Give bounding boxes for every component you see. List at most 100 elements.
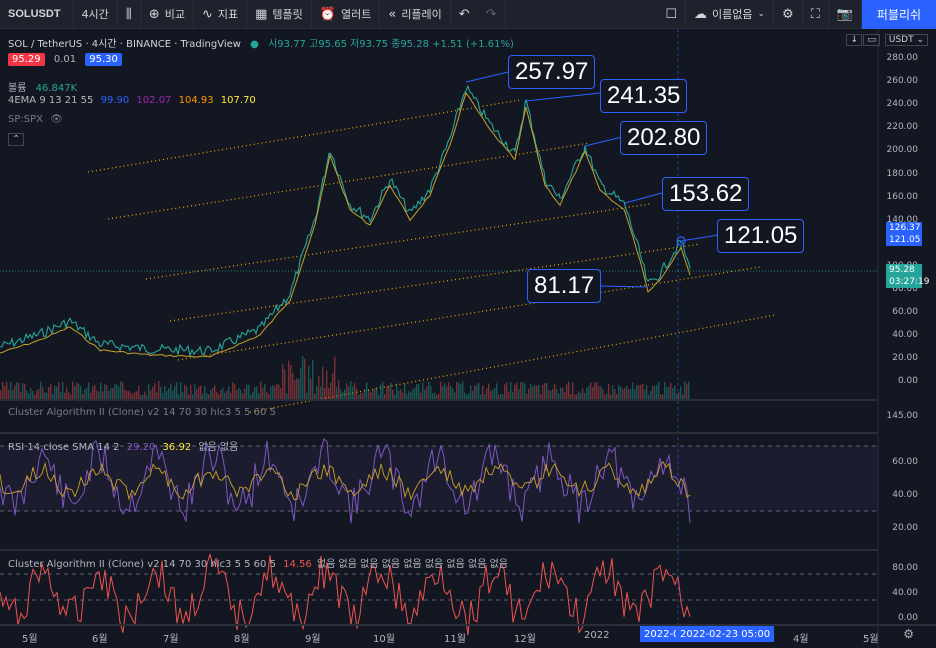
volume-bar: [666, 387, 668, 399]
volume-bar: [518, 389, 520, 399]
compare-button[interactable]: ⊕ 비교: [141, 0, 194, 29]
indicators-label: 지표: [217, 8, 239, 21]
volume-bar: [30, 387, 32, 399]
volume-bar: [582, 388, 584, 399]
volume-bar: [314, 393, 316, 399]
volume-bar: [194, 384, 196, 399]
volume-bar: [98, 391, 100, 399]
volume-bar: [172, 390, 174, 399]
volume-bar: [288, 360, 290, 399]
callout-257[interactable]: 257.97: [508, 55, 596, 89]
snapshot-button[interactable]: 📷: [829, 0, 862, 29]
alerts-button[interactable]: ⏰ 열러트: [312, 0, 381, 29]
volume-bar: [18, 382, 20, 399]
chart-type-button[interactable]: ⫼: [118, 0, 141, 29]
volume-bar: [4, 385, 6, 399]
pane-divider-3[interactable]: [0, 549, 878, 551]
cloud-save-button[interactable]: ☁ 이름없음 ⌄: [686, 0, 775, 29]
time-axis-label: 4월: [793, 634, 809, 645]
volume-bar: [462, 381, 464, 399]
volume-bar: [244, 388, 246, 399]
symbol-search-button[interactable]: SOLUSDT: [0, 0, 74, 29]
volume-bar: [222, 387, 224, 399]
volume-bar: [240, 389, 242, 399]
price-tag-121: 121.05: [886, 234, 922, 246]
volume-bar: [558, 393, 560, 399]
volume-bar: [184, 384, 186, 399]
volume-bar: [306, 392, 308, 399]
volume-bar: [250, 394, 252, 399]
undo-button[interactable]: ↶: [451, 0, 478, 29]
price-axis-label: 200.00: [886, 145, 919, 156]
volume-bar: [510, 381, 512, 399]
cluster-series: [0, 552, 691, 636]
volume-bar: [180, 382, 182, 399]
rsi-series: [0, 437, 691, 524]
templates-button[interactable]: ▦ 템플릿: [247, 0, 312, 29]
currency-selector[interactable]: USDT ⌄: [884, 34, 928, 46]
time-axis-label: 2022: [584, 630, 610, 641]
time-axis-settings-button[interactable]: ⚙: [903, 627, 914, 641]
volume-bar: [322, 366, 324, 399]
callout-81[interactable]: 81.17: [527, 269, 602, 303]
volume-bar: [86, 387, 88, 399]
volume-bar: [578, 391, 580, 399]
volume-bar: [262, 387, 264, 399]
pane-divider-1[interactable]: [0, 399, 878, 401]
ohlc-values: 시93.77 고95.65 저93.75 종95.28 +1.51 (+1.61…: [268, 39, 514, 50]
callout-202[interactable]: 202.80: [620, 121, 708, 155]
volume-bar: [556, 389, 558, 399]
scroll-down-button[interactable]: ↓: [846, 34, 862, 46]
volume-bar: [410, 392, 412, 399]
maximize-pane-button[interactable]: ▭: [863, 34, 880, 46]
volume-bar: [514, 384, 516, 399]
volume-bar: [458, 382, 460, 399]
volume-bar: [634, 389, 636, 399]
bid-button[interactable]: 95.29: [8, 53, 45, 66]
spx-label: SP:SPX: [8, 114, 43, 125]
chart-canvas[interactable]: [0, 29, 936, 648]
cluster-label: Cluster Algorithm II (Clone) v2 14 70 30…: [8, 559, 276, 570]
interval-button[interactable]: 4시간: [74, 0, 118, 29]
volume-bar: [530, 383, 532, 399]
settings-button[interactable]: ⚙: [774, 0, 803, 29]
volume-bar: [280, 388, 282, 399]
callout-241[interactable]: 241.35: [600, 79, 688, 113]
chevron-up-icon: ⌃: [12, 134, 21, 145]
volume-bar: [130, 392, 132, 399]
replay-button[interactable]: « 리플레이: [380, 0, 451, 29]
collapse-legend-button[interactable]: ⌃: [8, 133, 25, 146]
callout-153[interactable]: 153.62: [662, 177, 750, 211]
layout-button[interactable]: ☐: [657, 0, 687, 29]
volume-bar: [612, 385, 614, 399]
redo-button[interactable]: ↷: [478, 0, 506, 29]
volume-bar: [96, 390, 98, 399]
volume-bar: [562, 387, 564, 399]
price-axis-label: 280.00: [886, 53, 919, 63]
indicators-button[interactable]: ∿ 지표: [194, 0, 248, 29]
channel-line-5: [177, 266, 761, 361]
fullscreen-button[interactable]: ⛶: [803, 0, 829, 29]
volume-bar: [326, 370, 328, 399]
volume-bar: [598, 386, 600, 399]
callout-121[interactable]: 121.05: [717, 219, 805, 253]
camera-icon: 📷: [836, 6, 853, 22]
volume-bar: [464, 392, 466, 399]
volume-bar: [620, 386, 622, 399]
pane-divider-2[interactable]: [0, 432, 878, 434]
volume-bar: [226, 390, 228, 399]
volume-bar: [398, 390, 400, 399]
volume-bar: [502, 394, 504, 399]
publish-button[interactable]: 퍼블리쉬: [862, 0, 936, 29]
ask-button[interactable]: 95.30: [85, 53, 122, 66]
eye-icon[interactable]: 👁: [50, 114, 63, 125]
volume-bar: [148, 384, 150, 399]
volume-bar: [110, 388, 112, 399]
ema-value-2: 102.07: [136, 95, 172, 106]
chart-area[interactable]: SOL / TetherUS · 4시간 · BINANCE · Trading…: [0, 29, 936, 648]
volume-bar: [46, 392, 48, 399]
volume-bar: [674, 385, 676, 399]
volume-bar: [62, 381, 64, 399]
volume-bar: [546, 382, 548, 399]
volume-bar: [186, 386, 188, 399]
